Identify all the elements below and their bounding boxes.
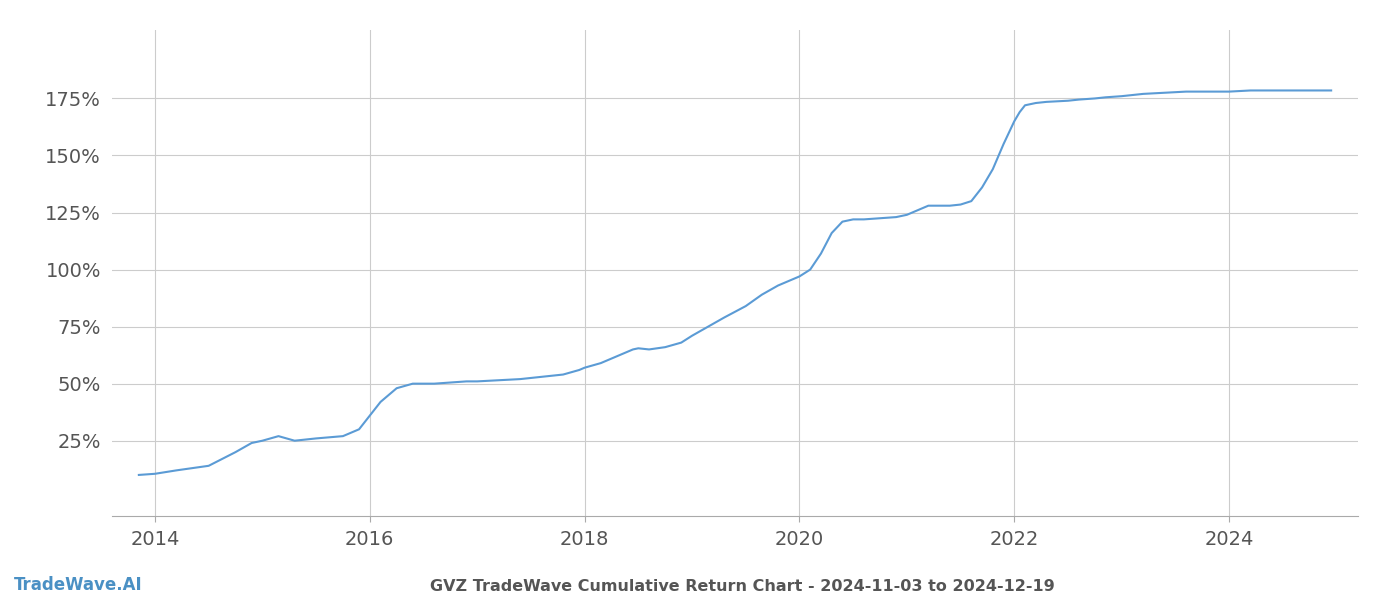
Text: TradeWave.AI: TradeWave.AI — [14, 576, 143, 594]
Text: GVZ TradeWave Cumulative Return Chart - 2024-11-03 to 2024-12-19: GVZ TradeWave Cumulative Return Chart - … — [430, 579, 1054, 594]
